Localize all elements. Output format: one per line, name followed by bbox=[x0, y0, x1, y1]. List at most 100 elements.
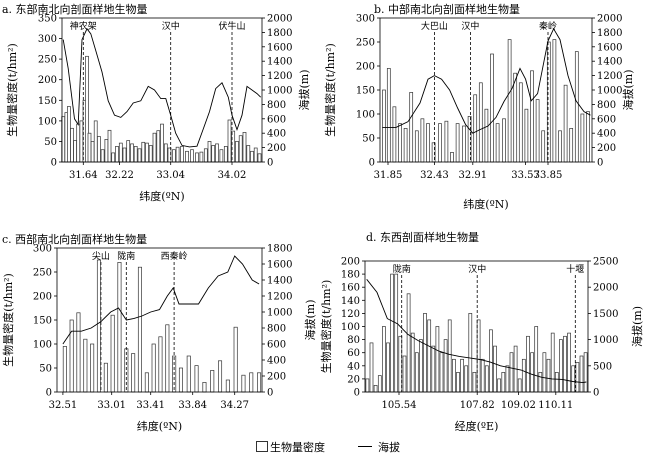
bar bbox=[558, 130, 562, 163]
bar bbox=[195, 152, 199, 163]
bar bbox=[79, 120, 84, 163]
bar bbox=[518, 82, 523, 163]
y-tick-label: 140 bbox=[341, 296, 360, 307]
bar bbox=[495, 123, 500, 163]
bar bbox=[386, 68, 391, 163]
reference-label: 神农架 bbox=[70, 20, 97, 32]
y2-tick-label: 400 bbox=[597, 129, 616, 140]
bar bbox=[502, 118, 506, 163]
reference-label: 汉中 bbox=[461, 20, 479, 32]
bar bbox=[435, 326, 440, 393]
bar bbox=[493, 345, 497, 393]
bar bbox=[133, 146, 138, 163]
bar bbox=[507, 39, 512, 163]
bar bbox=[130, 143, 134, 163]
bar bbox=[390, 273, 394, 393]
bar bbox=[219, 149, 224, 163]
bar bbox=[439, 352, 444, 393]
y-tick-label: 60 bbox=[347, 348, 360, 359]
bar bbox=[567, 332, 571, 393]
y2-tick-label: 1000 bbox=[593, 335, 618, 346]
bar bbox=[207, 141, 212, 163]
bar bbox=[250, 150, 254, 163]
legend-line-swatch bbox=[358, 446, 372, 447]
figure-legend: 生物量密度 海拔 bbox=[238, 438, 498, 454]
bar bbox=[110, 314, 115, 393]
y-tick-label: 250 bbox=[38, 55, 57, 66]
reference-label: 汉中 bbox=[162, 20, 180, 32]
elevation-line bbox=[366, 279, 587, 384]
bar bbox=[509, 352, 514, 393]
bar bbox=[535, 99, 540, 163]
bar bbox=[580, 113, 585, 163]
x-tick-label: 109.02 bbox=[501, 400, 536, 411]
bar bbox=[194, 365, 199, 393]
y-tick-label: 200 bbox=[356, 62, 375, 73]
bar bbox=[490, 53, 494, 163]
y-tick-label: 150 bbox=[38, 96, 57, 107]
reference-label: 伏牛山 bbox=[218, 20, 245, 32]
bar bbox=[111, 152, 116, 163]
y-tick-label: 200 bbox=[38, 75, 57, 86]
bar bbox=[165, 324, 170, 393]
bar bbox=[178, 367, 183, 393]
bar bbox=[563, 84, 568, 163]
y-tick-label: 180 bbox=[341, 270, 360, 281]
y-tick-label: 0 bbox=[369, 158, 375, 169]
bar bbox=[438, 123, 442, 163]
bar bbox=[238, 135, 243, 163]
y2-tick-label: 600 bbox=[597, 114, 616, 125]
y2-tick-label: 400 bbox=[267, 356, 286, 367]
bar bbox=[87, 132, 92, 163]
bar bbox=[524, 108, 529, 163]
y2-tick-label: 1400 bbox=[267, 276, 292, 287]
bar bbox=[447, 319, 452, 393]
bar bbox=[126, 140, 131, 163]
x-tick-label: 31.64 bbox=[69, 170, 98, 181]
y2-tick-label: 600 bbox=[267, 114, 286, 125]
reference-label: 陇南 bbox=[117, 250, 135, 262]
bar bbox=[158, 336, 163, 393]
y-axis-label: 生物量密度(t/hm²) bbox=[1, 273, 15, 367]
bar bbox=[151, 343, 156, 393]
y2-tick-label: 0 bbox=[597, 158, 603, 169]
y-tick-label: 300 bbox=[356, 14, 375, 25]
bar bbox=[542, 352, 547, 393]
bar bbox=[484, 108, 489, 163]
reference-label: 西秦岭 bbox=[161, 250, 188, 262]
bar bbox=[534, 326, 539, 393]
y-tick-label: 100 bbox=[38, 116, 57, 127]
y2-tick-label: 1500 bbox=[593, 309, 618, 320]
x-tick-label: 33.84 bbox=[178, 400, 207, 411]
legend-bar-label: 生物量密度 bbox=[270, 441, 325, 454]
bar bbox=[505, 365, 510, 393]
bar bbox=[144, 372, 149, 393]
bar bbox=[382, 89, 386, 163]
bar bbox=[152, 132, 157, 163]
reference-label: 汉中 bbox=[468, 263, 486, 275]
bar bbox=[464, 365, 469, 393]
y-axis-label: 生物量密度(t/hm²) bbox=[5, 43, 19, 137]
y2-tick-label: 1400 bbox=[267, 57, 292, 68]
bar bbox=[190, 149, 194, 163]
bar bbox=[365, 378, 370, 393]
bar bbox=[67, 106, 71, 163]
y2-tick-label: 200 bbox=[597, 143, 616, 154]
bar bbox=[215, 143, 219, 163]
x-axis-label: 纬度(ºN) bbox=[139, 189, 184, 203]
bar bbox=[253, 147, 258, 163]
y2-tick-label: 200 bbox=[267, 372, 286, 383]
bar bbox=[478, 82, 483, 163]
x-axis-label: 纬度(ºN) bbox=[137, 419, 182, 433]
bar bbox=[218, 360, 223, 393]
bar bbox=[501, 372, 506, 393]
elevation-line bbox=[62, 255, 260, 345]
y2-tick-label: 1000 bbox=[597, 86, 622, 97]
y2-tick-label: 400 bbox=[267, 129, 286, 140]
y-tick-label: 150 bbox=[356, 86, 375, 97]
bar bbox=[76, 312, 81, 393]
bar bbox=[574, 51, 579, 163]
bar bbox=[377, 375, 382, 393]
bar bbox=[97, 136, 101, 163]
